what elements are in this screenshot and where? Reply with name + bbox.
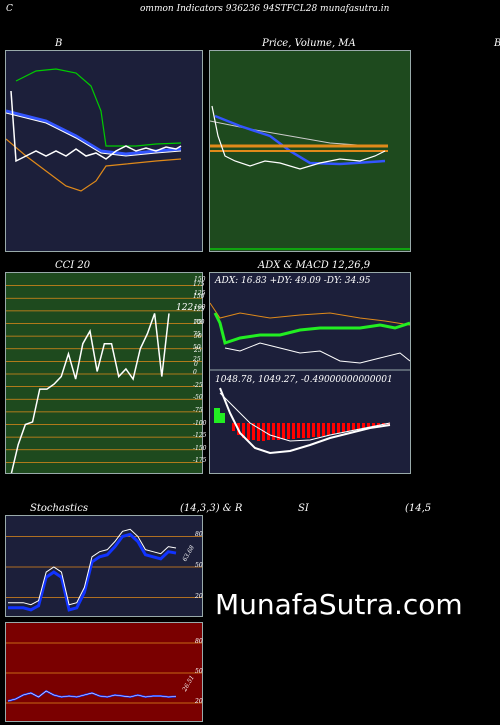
price-title: Price, Volume, MA <box>262 38 356 49</box>
rsi-tick: 80 <box>195 638 203 645</box>
cci-tick: -50 <box>193 394 203 402</box>
si-title: SI <box>298 503 309 514</box>
adx-orange <box>210 302 410 326</box>
cci-tick: 50 <box>193 343 201 351</box>
stoch-d-line <box>8 528 177 606</box>
cci-line <box>10 313 170 473</box>
stoch-title: Stochastics <box>30 503 88 514</box>
cci-tick: 0 <box>193 369 197 376</box>
adx-panel <box>209 272 411 474</box>
stoch-params: (14,3,3) & R <box>180 503 243 514</box>
cci-tick: -175 <box>193 457 207 465</box>
stoch-svg <box>6 528 202 612</box>
bb-middle-blue <box>6 109 182 156</box>
bb-lower-band <box>6 138 182 192</box>
bollinger-svg <box>6 68 182 192</box>
adx-tick: 100 <box>194 304 206 312</box>
cci-tick: -100 <box>193 419 207 427</box>
rsi-svg <box>6 642 202 704</box>
cci-tick: -125 <box>193 432 207 440</box>
header-letter: C <box>6 4 13 14</box>
price-panel <box>209 50 411 252</box>
right-edge-title: B <box>494 38 500 49</box>
cci-tick: -25 <box>193 381 203 389</box>
cci-tick: -150 <box>193 444 207 452</box>
adx-tick: 150 <box>194 276 206 283</box>
watermark: MunafaSutra.com <box>215 588 463 621</box>
macd-text: 1048.78, 1049.27, -0.49000000000001 <box>215 375 393 385</box>
cci-tick: 175 <box>193 280 205 288</box>
adx-white <box>224 342 410 364</box>
cci-tick: 75 <box>193 331 201 339</box>
macd-histogram <box>232 423 390 441</box>
cci-tick: 125 <box>193 305 205 313</box>
rsi-line-overlay <box>7 690 177 702</box>
cci-title: CCI 20 <box>55 260 91 271</box>
stoch-tick: 50 <box>195 562 203 569</box>
adx-green <box>213 312 410 345</box>
stoch-tick: 20 <box>195 592 203 600</box>
cci-tick: 150 <box>193 293 205 301</box>
bb-middle-white <box>6 112 182 157</box>
rsi-params: (14,5 <box>405 503 432 514</box>
cci-panel <box>5 272 203 474</box>
cci-tick: 100 <box>193 318 205 326</box>
bb-title: B <box>55 38 63 49</box>
cci-svg <box>6 285 202 473</box>
price-ma-blue <box>214 114 386 166</box>
adx-tick: 75 <box>194 318 202 326</box>
price-ma-white <box>210 120 386 148</box>
bb-upper-band <box>15 68 182 147</box>
adx-tick: 50 <box>194 332 202 340</box>
adx-tick: 0 <box>194 361 198 368</box>
adx-tick: 25 <box>194 346 202 354</box>
macd-signal <box>219 392 391 442</box>
cci-value-label: 122 <box>176 303 194 313</box>
header-text: ommon Indicators 936236 94STFCL28 munafa… <box>140 4 390 14</box>
adx-tick: 125 <box>194 290 206 298</box>
bollinger-panel <box>5 50 203 252</box>
adx-text: ADX: 16.83 +DY: 49.09 -DY: 34.95 <box>215 276 371 286</box>
price-svg <box>210 105 410 250</box>
bb-price <box>10 90 182 163</box>
stoch-k-line <box>8 532 177 612</box>
stoch-tick: 80 <box>195 531 203 539</box>
rsi-tick: 50 <box>195 668 203 675</box>
rsi-panel <box>5 622 203 722</box>
adx-svg <box>210 302 410 455</box>
rsi-tick: 20 <box>195 698 203 705</box>
macd-line <box>219 387 391 455</box>
cci-tick: -75 <box>193 406 203 414</box>
price-line <box>211 105 386 170</box>
adx-title: ADX & MACD 12,26,9 <box>258 260 371 271</box>
cci-tick: 25 <box>193 356 201 364</box>
stochastic-panel <box>5 515 203 617</box>
